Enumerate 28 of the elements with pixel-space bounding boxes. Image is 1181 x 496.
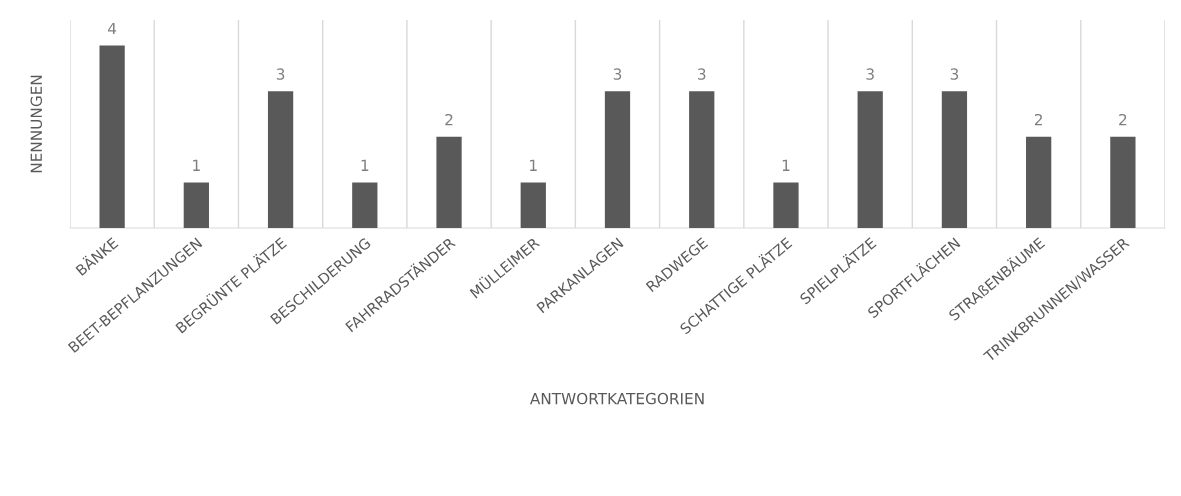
data-label: 2 [445, 113, 453, 126]
data-label: 1 [361, 159, 369, 171]
bar [99, 45, 125, 228]
data-label: 3 [613, 68, 622, 80]
data-label: 4 [108, 22, 117, 35]
data-label: 3 [950, 68, 959, 80]
x-axis-title: ANTWORTKATEGORIEN [529, 392, 704, 405]
bar [604, 91, 631, 228]
data-label: 3 [276, 68, 285, 80]
bar [352, 182, 378, 228]
data-label: 1 [193, 159, 200, 171]
y-axis-title: NENNUNGEN [30, 75, 43, 173]
bar [1110, 136, 1136, 228]
data-label: 3 [698, 68, 706, 80]
bar [520, 182, 546, 228]
data-label: 2 [1119, 113, 1127, 126]
bar [689, 91, 715, 228]
data-label: 2 [1034, 113, 1042, 126]
bar [857, 91, 883, 228]
bar [436, 136, 462, 228]
data-label: 1 [782, 159, 790, 171]
bar [267, 91, 294, 228]
bar [1026, 136, 1052, 228]
bar [941, 91, 968, 228]
bar [183, 182, 209, 228]
data-label: 1 [530, 159, 537, 171]
bar [773, 182, 799, 228]
data-label: 3 [866, 68, 874, 80]
